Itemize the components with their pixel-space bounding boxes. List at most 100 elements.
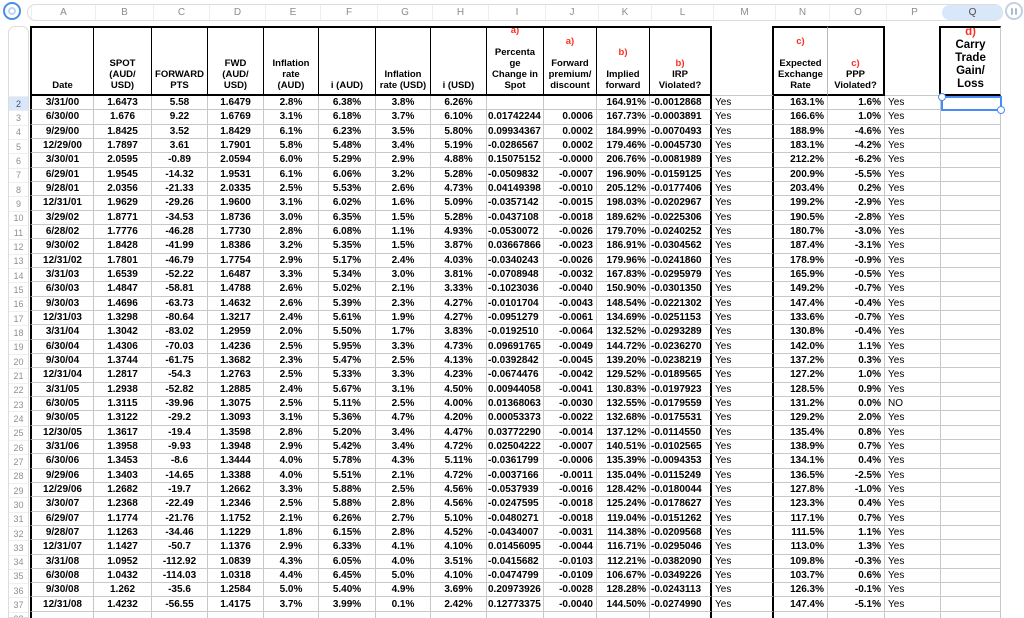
cell[interactable]: 2.9% bbox=[264, 540, 319, 555]
cell[interactable]: -0.0070493 bbox=[650, 124, 712, 139]
cell[interactable]: -0.0243113 bbox=[650, 583, 712, 598]
cell[interactable]: Yes bbox=[712, 110, 774, 125]
cell[interactable]: 9.22 bbox=[152, 110, 208, 125]
cell[interactable]: 109.8% bbox=[774, 554, 828, 569]
cell[interactable]: 1.1% bbox=[828, 525, 885, 541]
cell[interactable]: 5.78% bbox=[319, 454, 376, 469]
cell[interactable]: 127.8% bbox=[774, 482, 828, 498]
cell[interactable]: -0.0040 bbox=[544, 282, 597, 297]
cell[interactable]: -0.0340243 bbox=[487, 253, 544, 268]
cell[interactable]: 6/30/05 bbox=[30, 396, 94, 412]
cell[interactable]: -0.0474799 bbox=[487, 568, 544, 584]
cell[interactable]: 1.8386 bbox=[208, 239, 264, 254]
cell[interactable]: -0.0251153 bbox=[650, 310, 712, 326]
cell[interactable]: 5.8% bbox=[264, 138, 319, 154]
cell[interactable]: -8.6 bbox=[152, 454, 208, 469]
selection-box[interactable] bbox=[938, 93, 1005, 114]
cell[interactable]: -0.5% bbox=[828, 267, 885, 283]
cell[interactable]: -0.0382090 bbox=[650, 554, 712, 569]
cell[interactable]: 1.7776 bbox=[94, 224, 152, 240]
cell[interactable] bbox=[941, 611, 1001, 618]
cell[interactable]: 1.4788 bbox=[208, 282, 264, 297]
cell[interactable]: 5.61% bbox=[319, 310, 376, 326]
cell[interactable]: -0.0178627 bbox=[650, 497, 712, 512]
cell[interactable] bbox=[597, 611, 650, 618]
cell[interactable] bbox=[264, 611, 319, 618]
cell[interactable]: 1.676 bbox=[94, 110, 152, 125]
cell[interactable]: 163.1% bbox=[774, 96, 828, 111]
cell[interactable]: -0.0177406 bbox=[650, 181, 712, 197]
cell[interactable]: Yes bbox=[712, 153, 774, 168]
cell[interactable]: 132.52% bbox=[597, 325, 650, 340]
cell[interactable]: Yes bbox=[885, 597, 941, 612]
cell[interactable]: -0.0175531 bbox=[650, 411, 712, 426]
cell[interactable]: 1.9531 bbox=[208, 167, 264, 182]
cell[interactable]: 2.9% bbox=[376, 153, 431, 168]
row-header-27[interactable]: 27 bbox=[9, 455, 28, 470]
cell[interactable]: 198.03% bbox=[597, 196, 650, 211]
cell[interactable]: 12/29/00 bbox=[30, 138, 94, 154]
cell[interactable]: 4.13% bbox=[431, 353, 487, 369]
cell[interactable]: Yes bbox=[885, 110, 941, 125]
cell[interactable]: 1.1229 bbox=[208, 525, 264, 541]
cell[interactable]: Yes bbox=[885, 96, 941, 111]
row-header-17[interactable]: 17 bbox=[9, 312, 28, 327]
cell[interactable] bbox=[544, 96, 597, 111]
cell[interactable]: 2.1% bbox=[264, 511, 319, 526]
cell[interactable]: -0.0197923 bbox=[650, 382, 712, 397]
cell[interactable]: 4.7% bbox=[376, 411, 431, 426]
cell[interactable] bbox=[544, 611, 597, 618]
cell[interactable]: 0.9% bbox=[828, 382, 885, 397]
cell[interactable]: -0.0007 bbox=[544, 167, 597, 182]
row-header-35[interactable]: 35 bbox=[9, 570, 28, 585]
cell[interactable]: -46.28 bbox=[152, 224, 208, 240]
cell[interactable]: 1.6473 bbox=[94, 96, 152, 111]
column-header-N[interactable]: N bbox=[775, 5, 829, 20]
cell[interactable]: 4.20% bbox=[431, 411, 487, 426]
cell[interactable]: 1.3682 bbox=[208, 353, 264, 369]
cell[interactable]: Yes bbox=[712, 368, 774, 383]
cell[interactable]: 4.0% bbox=[264, 468, 319, 483]
cell[interactable]: 0.4% bbox=[828, 497, 885, 512]
cell[interactable]: 3/30/07 bbox=[30, 497, 94, 512]
cell[interactable]: 5.40% bbox=[319, 583, 376, 598]
row-header-10[interactable]: 10 bbox=[9, 212, 28, 226]
cell[interactable]: 4.9% bbox=[376, 583, 431, 598]
cell[interactable]: -0.9% bbox=[828, 253, 885, 268]
cell[interactable]: Yes bbox=[885, 368, 941, 383]
cell[interactable]: 2.5% bbox=[264, 339, 319, 354]
cell[interactable]: 0.04149398 bbox=[487, 181, 544, 197]
cell[interactable]: 135.39% bbox=[597, 454, 650, 469]
row-header-23[interactable]: 23 bbox=[9, 398, 28, 413]
cell[interactable]: -19.4 bbox=[152, 425, 208, 440]
cell[interactable]: 2.8% bbox=[264, 224, 319, 240]
cell[interactable]: 5.10% bbox=[431, 511, 487, 526]
cell[interactable]: 9/28/01 bbox=[30, 181, 94, 197]
cell[interactable]: 116.71% bbox=[597, 540, 650, 555]
header-cell[interactable]: a) Forward premium/ discount bbox=[544, 26, 597, 96]
cell[interactable]: Yes bbox=[885, 196, 941, 211]
row-header-2[interactable]: 2 bbox=[9, 97, 28, 112]
row-header-6[interactable]: 6 bbox=[9, 154, 28, 169]
header-cell[interactable]: c) Expected Exchange Rate bbox=[774, 26, 828, 96]
cell[interactable] bbox=[431, 611, 487, 618]
cell[interactable]: -0.0537939 bbox=[487, 482, 544, 498]
cell[interactable]: 4.3% bbox=[264, 554, 319, 569]
cell[interactable]: 119.04% bbox=[597, 511, 650, 526]
cell[interactable]: -112.92 bbox=[152, 554, 208, 569]
cell[interactable]: -21.76 bbox=[152, 511, 208, 526]
cell[interactable] bbox=[650, 611, 712, 618]
cell[interactable]: 0.7% bbox=[828, 439, 885, 455]
cell[interactable] bbox=[941, 282, 1001, 297]
cell[interactable]: 3.1% bbox=[264, 196, 319, 211]
cell[interactable]: 6/30/04 bbox=[30, 339, 94, 354]
cell[interactable] bbox=[487, 96, 544, 111]
cell[interactable]: Yes bbox=[712, 124, 774, 139]
cell[interactable]: 6/29/01 bbox=[30, 167, 94, 182]
cell[interactable] bbox=[828, 611, 885, 618]
cell[interactable]: 3.81% bbox=[431, 267, 487, 283]
cell[interactable]: 117.1% bbox=[774, 511, 828, 526]
cell[interactable] bbox=[30, 611, 94, 618]
cell[interactable]: 1.1752 bbox=[208, 511, 264, 526]
cell[interactable]: 131.2% bbox=[774, 396, 828, 412]
